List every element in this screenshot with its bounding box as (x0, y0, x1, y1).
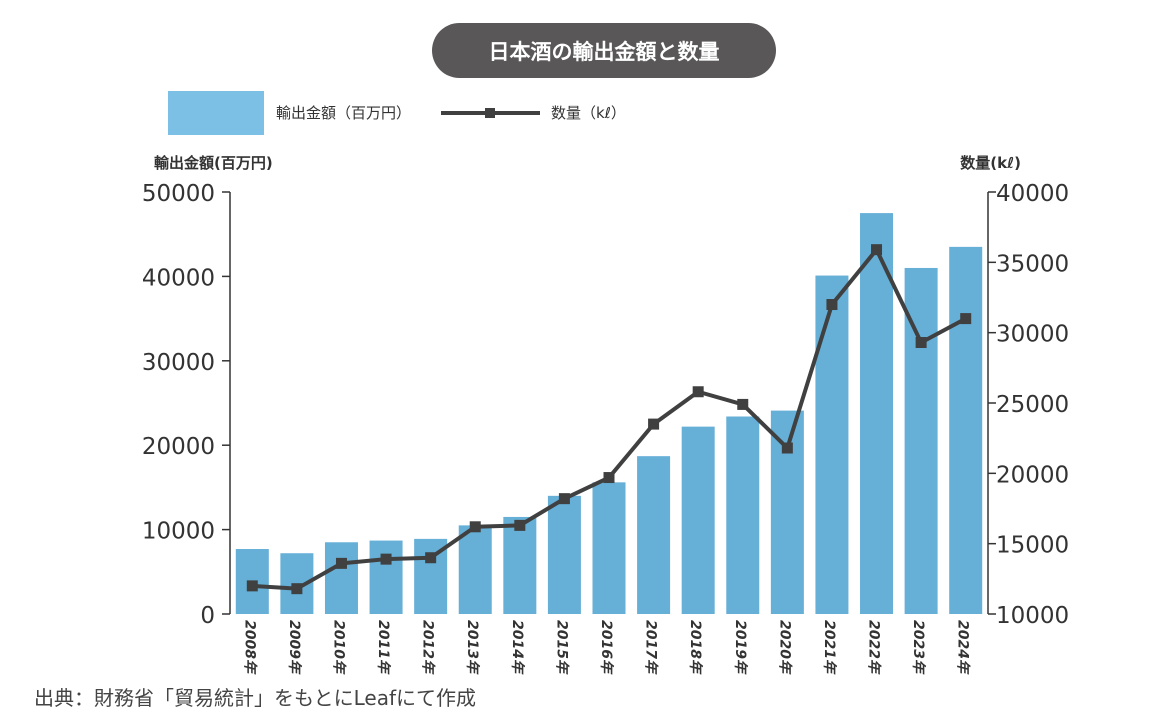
x-tick-label: 2010年 (330, 620, 347, 675)
y-right-axis-title: 数量(kℓ) (960, 154, 1021, 172)
bar-2018年 (681, 426, 715, 614)
line-point-2015年 (558, 493, 570, 505)
line-point-2023年 (915, 337, 927, 349)
x-tick-label: 2019年 (732, 620, 749, 675)
line-point-2020年 (781, 442, 793, 454)
line-point-2018年 (692, 386, 704, 398)
bar-2016年 (592, 482, 626, 614)
y-right-tick-label: 15000 (996, 533, 1069, 559)
source-note: 出典：財務省「貿易統計」をもとにLeafにて作成 (34, 686, 476, 710)
bar-2021年 (815, 275, 849, 614)
x-tick-label: 2022年 (866, 620, 883, 675)
x-tick-label: 2011年 (375, 620, 392, 675)
x-tick-label: 2012年 (420, 620, 437, 675)
y-left-axis-title: 輸出金額(百万円) (154, 154, 273, 172)
bar-2020年 (770, 410, 804, 614)
x-tick-label: 2020年 (776, 620, 793, 675)
bar-2024年 (949, 246, 983, 615)
bar-2014年 (503, 516, 537, 614)
legend-line-label: 数量（kℓ） (551, 104, 626, 122)
x-tick-label: 2024年 (955, 620, 972, 675)
x-tick-label: 2023年 (910, 620, 927, 675)
line-point-2016年 (603, 472, 615, 484)
chart-title: 日本酒の輸出金額と数量 (489, 40, 720, 64)
bar-2015年 (547, 495, 581, 614)
x-tick-label: 2015年 (553, 620, 570, 675)
line-point-2019年 (737, 398, 749, 410)
line-point-2011年 (380, 553, 392, 565)
y-right-tick-label: 10000 (996, 603, 1069, 629)
bar-2011年 (369, 540, 403, 614)
line-point-2008年 (246, 580, 258, 592)
bar-2013年 (458, 525, 492, 614)
y-right-tick-label: 20000 (996, 462, 1069, 488)
line-point-2017年 (648, 418, 660, 430)
bar-2023年 (904, 267, 938, 614)
x-tick-label: 2016年 (598, 620, 615, 675)
bar-2022年 (860, 213, 894, 614)
y-right-tick-label: 30000 (996, 322, 1069, 348)
legend-line-marker (485, 108, 495, 118)
y-left-tick-label: 30000 (142, 350, 215, 376)
bar-2017年 (637, 456, 671, 614)
line-point-2010年 (335, 557, 347, 569)
y-left-tick-label: 10000 (142, 519, 215, 545)
x-tick-label: 2009年 (286, 620, 303, 675)
y-left-tick-label: 20000 (142, 434, 215, 460)
x-tick-label: 2018年 (687, 620, 704, 675)
y-right-tick-label: 35000 (996, 251, 1069, 277)
y-left-tick-label: 0 (200, 603, 215, 629)
legend-bar-swatch (168, 91, 264, 135)
line-point-2022年 (871, 244, 883, 256)
x-tick-label: 2017年 (643, 620, 660, 675)
y-left-tick-label: 50000 (142, 181, 215, 207)
line-point-2009年 (291, 583, 303, 595)
x-tick-label: 2008年 (241, 620, 258, 675)
line-point-2024年 (960, 313, 972, 325)
legend-bar-label: 輸出金額（百万円） (276, 104, 411, 122)
bar-2010年 (324, 542, 358, 614)
y-right-tick-label: 25000 (996, 392, 1069, 418)
x-tick-label: 2014年 (509, 620, 526, 675)
line-point-2012年 (425, 552, 437, 564)
line-point-2013年 (469, 521, 481, 533)
y-right-tick-label: 40000 (996, 181, 1069, 207)
x-tick-label: 2013年 (464, 620, 481, 675)
bar-2019年 (726, 416, 760, 614)
line-point-2021年 (826, 299, 838, 311)
line-point-2014年 (514, 519, 526, 531)
x-tick-label: 2021年 (821, 620, 838, 675)
y-left-tick-label: 40000 (142, 265, 215, 291)
title-pill (432, 23, 776, 78)
